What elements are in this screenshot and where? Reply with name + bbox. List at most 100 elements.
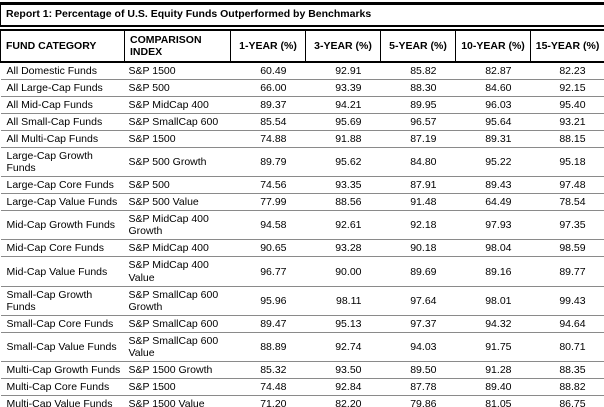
fund-category-cell: Small-Cap Growth Funds — [0, 286, 125, 316]
value-cell-5-year: 91.48 — [380, 193, 456, 212]
fund-category-cell: Large-Cap Core Funds — [0, 176, 125, 195]
value-cell-5-year: 87.19 — [380, 130, 456, 149]
value-cell-10-year: 91.75 — [455, 332, 531, 362]
table-row: Mid-Cap Core Funds S&P MidCap 400 90.65 … — [0, 239, 604, 258]
value-cell-5-year: 96.57 — [380, 113, 456, 131]
comparison-index-cell: S&P 1500 Growth — [124, 361, 231, 379]
value-cell-3-year: 93.39 — [305, 79, 381, 97]
value-cell-10-year: 96.03 — [455, 96, 531, 114]
value-cell-15-year: 93.21 — [530, 113, 604, 131]
table-row: All Large-Cap Funds S&P 500 66.00 93.39 … — [0, 79, 604, 97]
table-row: Small-Cap Core Funds S&P SmallCap 600 89… — [0, 315, 604, 333]
value-cell-15-year: 98.59 — [530, 239, 604, 258]
table-row: Small-Cap Growth Funds S&P SmallCap 600 … — [0, 286, 604, 316]
value-cell-10-year: 95.64 — [455, 113, 531, 131]
value-cell-15-year: 89.77 — [530, 256, 604, 287]
value-cell-5-year: 92.18 — [380, 210, 456, 241]
comparison-index-cell: S&P 500 Growth — [124, 147, 231, 178]
value-cell-10-year: 89.40 — [455, 378, 531, 397]
value-cell-1-year: 94.58 — [230, 210, 306, 241]
value-cell-15-year: 92.15 — [530, 79, 604, 97]
value-cell-15-year: 99.43 — [530, 286, 604, 316]
table-row: All Multi-Cap Funds S&P 1500 74.88 91.88… — [0, 130, 604, 149]
value-cell-10-year: 84.60 — [455, 79, 531, 97]
value-cell-3-year: 93.50 — [305, 361, 381, 379]
fund-category-cell: Multi-Cap Core Funds — [0, 378, 125, 397]
table-row: Large-Cap Value Funds S&P 500 Value 77.9… — [0, 193, 604, 212]
value-cell-15-year: 82.23 — [530, 61, 604, 80]
column-header-15-year: 15-YEAR (%) — [529, 27, 604, 63]
value-cell-10-year: 89.16 — [455, 256, 531, 287]
value-cell-10-year: 64.49 — [455, 193, 531, 212]
value-cell-5-year: 87.91 — [380, 176, 456, 195]
table-row: All Domestic Funds S&P 1500 60.49 92.91 … — [0, 61, 604, 80]
value-cell-15-year: 86.75 — [530, 395, 604, 407]
table-row: Mid-Cap Value Funds S&P MidCap 400 Value… — [0, 256, 604, 287]
value-cell-1-year: 71.20 — [230, 395, 306, 407]
value-cell-1-year: 74.56 — [230, 176, 306, 195]
value-cell-3-year: 93.28 — [305, 239, 381, 258]
column-header-fund-category: FUND CATEGORY — [0, 27, 125, 63]
value-cell-15-year: 78.54 — [530, 193, 604, 212]
value-cell-1-year: 85.54 — [230, 113, 306, 131]
comparison-index-cell: S&P 1500 — [124, 378, 231, 397]
table-row: All Small-Cap Funds S&P SmallCap 600 85.… — [0, 113, 604, 131]
comparison-index-cell: S&P 1500 — [124, 130, 231, 149]
fund-category-cell: Large-Cap Growth Funds — [0, 147, 125, 178]
comparison-index-cell: S&P SmallCap 600 — [124, 315, 231, 333]
fund-category-cell: All Mid-Cap Funds — [0, 96, 125, 114]
value-cell-5-year: 88.30 — [380, 79, 456, 97]
fund-category-cell: All Large-Cap Funds — [0, 79, 125, 97]
table-row: Large-Cap Growth Funds S&P 500 Growth 89… — [0, 147, 604, 178]
table-row: Large-Cap Core Funds S&P 500 74.56 93.35… — [0, 176, 604, 195]
value-cell-5-year: 85.82 — [380, 61, 456, 80]
column-header-5-year: 5-YEAR (%) — [380, 27, 456, 63]
table-row: Multi-Cap Value Funds S&P 1500 Value 71.… — [0, 395, 604, 407]
value-cell-3-year: 92.74 — [305, 332, 381, 362]
value-cell-3-year: 92.61 — [305, 210, 381, 241]
value-cell-1-year: 74.48 — [230, 378, 306, 397]
value-cell-15-year: 97.35 — [530, 210, 604, 241]
comparison-index-cell: S&P 500 — [124, 79, 231, 97]
value-cell-3-year: 95.62 — [305, 147, 381, 178]
value-cell-10-year: 94.32 — [455, 315, 531, 333]
value-cell-5-year: 90.18 — [380, 239, 456, 258]
value-cell-15-year: 95.18 — [530, 147, 604, 178]
value-cell-5-year: 89.50 — [380, 361, 456, 379]
comparison-index-cell: S&P 500 Value — [124, 193, 231, 212]
value-cell-5-year: 84.80 — [380, 147, 456, 178]
table-body: All Domestic Funds S&P 1500 60.49 92.91 … — [0, 61, 604, 407]
fund-category-cell: All Domestic Funds — [0, 61, 125, 80]
column-header-1-year: 1-YEAR (%) — [230, 27, 306, 63]
fund-category-cell: Small-Cap Core Funds — [0, 315, 125, 333]
comparison-index-cell: S&P SmallCap 600 — [124, 113, 231, 131]
value-cell-1-year: 96.77 — [230, 256, 306, 287]
value-cell-1-year: 60.49 — [230, 61, 306, 80]
value-cell-10-year: 98.04 — [455, 239, 531, 258]
value-cell-1-year: 90.65 — [230, 239, 306, 258]
comparison-index-cell: S&P MidCap 400 — [124, 239, 231, 258]
title-row: Report 1: Percentage of U.S. Equity Fund… — [0, 1, 604, 31]
value-cell-5-year: 97.64 — [380, 286, 456, 316]
fund-category-cell: Multi-Cap Value Funds — [0, 395, 125, 407]
fund-category-cell: All Small-Cap Funds — [0, 113, 125, 131]
value-cell-5-year: 89.69 — [380, 256, 456, 287]
value-cell-1-year: 74.88 — [230, 130, 306, 149]
value-cell-15-year: 80.71 — [530, 332, 604, 362]
report-title: Report 1: Percentage of U.S. Equity Fund… — [0, 1, 604, 31]
value-cell-3-year: 95.13 — [305, 315, 381, 333]
value-cell-1-year: 88.89 — [230, 332, 306, 362]
value-cell-5-year: 94.03 — [380, 332, 456, 362]
value-cell-3-year: 95.69 — [305, 113, 381, 131]
value-cell-15-year: 94.64 — [530, 315, 604, 333]
value-cell-10-year: 89.31 — [455, 130, 531, 149]
value-cell-10-year: 98.01 — [455, 286, 531, 316]
value-cell-5-year: 87.78 — [380, 378, 456, 397]
value-cell-15-year: 88.82 — [530, 378, 604, 397]
value-cell-3-year: 92.91 — [305, 61, 381, 80]
value-cell-10-year: 82.87 — [455, 61, 531, 80]
table-row: Multi-Cap Core Funds S&P 1500 74.48 92.8… — [0, 378, 604, 397]
comparison-index-cell: S&P 1500 Value — [124, 395, 231, 407]
value-cell-1-year: 77.99 — [230, 193, 306, 212]
